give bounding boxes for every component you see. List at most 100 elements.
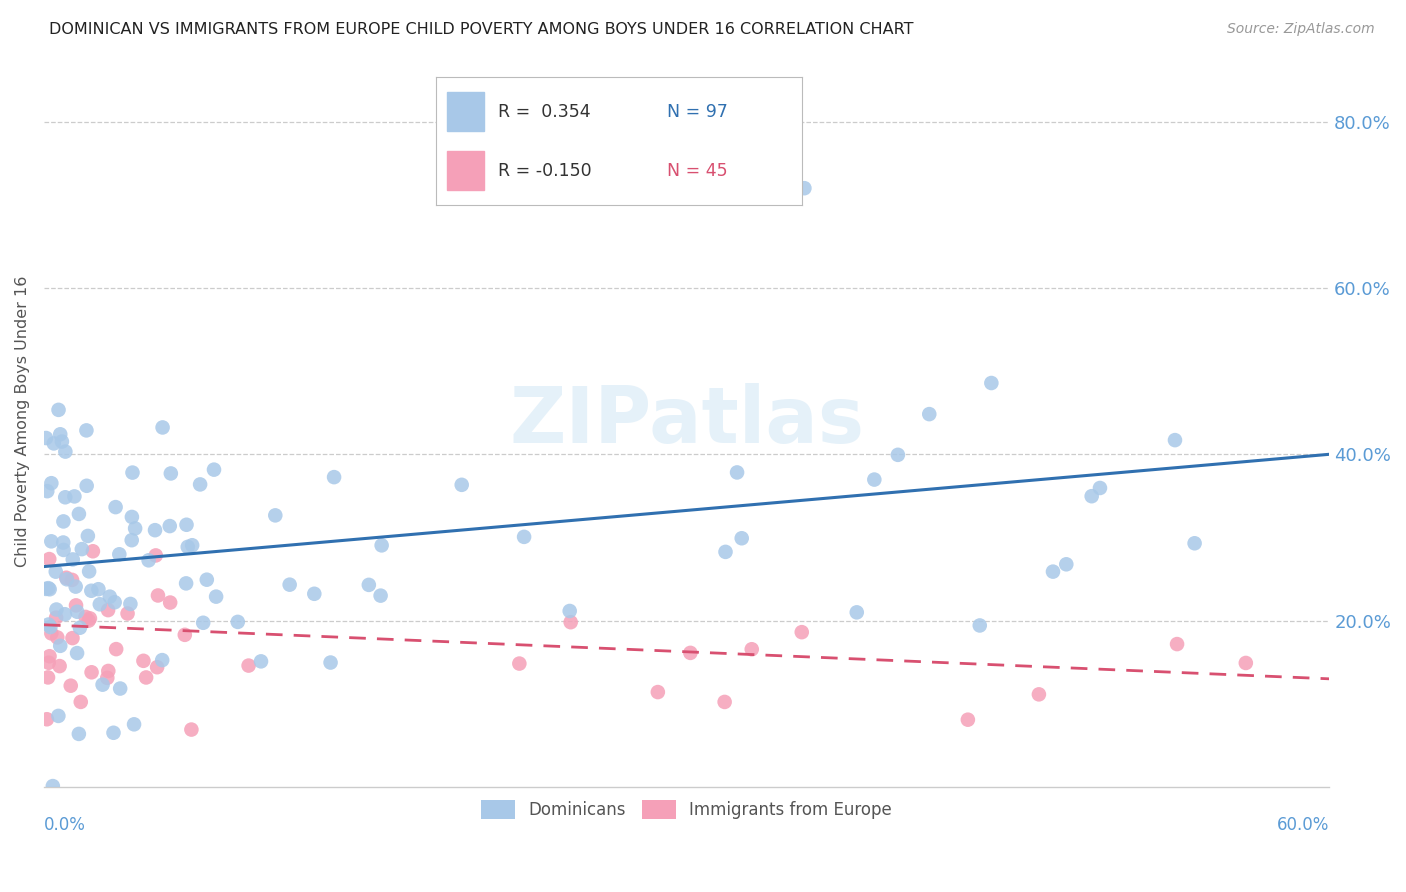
Point	[863, 473, 886, 487]
Point	[60, 573, 83, 587]
Point	[121, 533, 143, 548]
Point	[62, 552, 84, 566]
Point	[62, 631, 84, 645]
Point	[66, 605, 89, 619]
Point	[370, 538, 392, 552]
Point	[48, 402, 70, 417]
Point	[132, 654, 155, 668]
Point	[79, 611, 101, 625]
Point	[52, 535, 75, 549]
Point	[96, 671, 118, 685]
Point	[1080, 489, 1102, 503]
Point	[75, 423, 97, 437]
Point	[77, 614, 100, 628]
Point	[56, 572, 79, 586]
Point	[250, 654, 273, 668]
Point	[103, 725, 125, 739]
Point	[66, 646, 89, 660]
Point	[450, 478, 472, 492]
Text: DOMINICAN VS IMMIGRANTS FROM EUROPE CHILD POVERTY AMONG BOYS UNDER 16 CORRELATIO: DOMINICAN VS IMMIGRANTS FROM EUROPE CHIL…	[49, 22, 914, 37]
Point	[48, 709, 70, 723]
Point	[80, 665, 103, 680]
Point	[41, 476, 63, 491]
Point	[104, 500, 127, 515]
Point	[75, 610, 97, 624]
Point	[790, 625, 813, 640]
Point	[647, 685, 669, 699]
Point	[53, 444, 76, 458]
Point	[887, 448, 910, 462]
Point	[41, 626, 63, 640]
Point	[1164, 433, 1187, 447]
Point	[1166, 637, 1188, 651]
Point	[59, 679, 82, 693]
Point	[714, 545, 737, 559]
Y-axis label: Child Poverty Among Boys Under 16: Child Poverty Among Boys Under 16	[15, 276, 30, 566]
Point	[193, 615, 215, 630]
Point	[226, 615, 249, 629]
Point	[52, 515, 75, 529]
Point	[180, 723, 202, 737]
Point	[319, 656, 342, 670]
Point	[725, 466, 748, 480]
Point	[980, 376, 1002, 390]
Point	[146, 589, 169, 603]
Point	[80, 583, 103, 598]
Text: 0.0%: 0.0%	[44, 816, 86, 834]
Point	[104, 595, 127, 609]
Text: ZIPatlas: ZIPatlas	[509, 383, 865, 459]
Point	[138, 553, 160, 567]
Point	[55, 571, 77, 585]
Point	[46, 631, 69, 645]
Point	[513, 530, 536, 544]
Text: Source: ZipAtlas.com: Source: ZipAtlas.com	[1227, 22, 1375, 37]
Point	[174, 576, 197, 591]
Point	[173, 628, 195, 642]
Point	[67, 507, 90, 521]
Point	[731, 531, 754, 545]
Point	[1054, 558, 1077, 572]
Point	[67, 727, 90, 741]
Point	[42, 436, 65, 450]
Point	[238, 658, 260, 673]
Point	[1088, 481, 1111, 495]
Point	[105, 642, 128, 657]
Point	[69, 621, 91, 635]
Point	[121, 466, 143, 480]
Point	[38, 656, 60, 670]
Point	[48, 659, 70, 673]
Point	[323, 470, 346, 484]
Point	[205, 590, 228, 604]
Point	[176, 517, 198, 532]
Point	[1184, 536, 1206, 550]
Point	[146, 660, 169, 674]
Point	[357, 578, 380, 592]
Point	[956, 713, 979, 727]
Point	[76, 479, 98, 493]
Point	[264, 508, 287, 523]
Point	[135, 670, 157, 684]
Point	[304, 587, 326, 601]
Point	[97, 664, 120, 678]
Point	[52, 543, 75, 558]
Point	[37, 581, 59, 595]
Point	[38, 582, 60, 597]
Point	[45, 610, 67, 624]
Point	[558, 604, 581, 618]
Point	[38, 649, 60, 664]
Point	[159, 596, 181, 610]
Point	[150, 653, 173, 667]
Point	[89, 597, 111, 611]
Point	[120, 597, 142, 611]
Point	[793, 181, 815, 195]
Point	[63, 489, 86, 503]
Point	[108, 681, 131, 696]
Point	[121, 510, 143, 524]
Point	[143, 523, 166, 537]
Point	[70, 542, 93, 557]
Point	[39, 620, 62, 634]
Point	[145, 549, 167, 563]
Point	[195, 573, 218, 587]
Point	[69, 695, 91, 709]
Point	[35, 582, 58, 596]
